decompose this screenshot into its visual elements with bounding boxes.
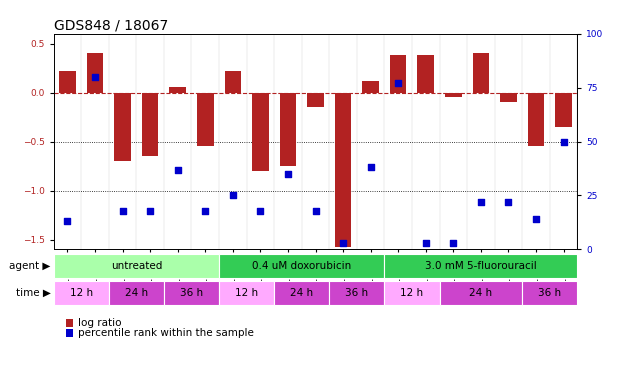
Text: 36 h: 36 h xyxy=(345,288,369,298)
Bar xyxy=(329,281,384,306)
Point xyxy=(393,80,403,86)
Bar xyxy=(280,93,296,166)
Bar xyxy=(390,55,406,93)
Bar xyxy=(274,281,329,306)
Point xyxy=(228,192,238,198)
Text: 3.0 mM 5-fluorouracil: 3.0 mM 5-fluorouracil xyxy=(425,261,537,271)
Point xyxy=(421,240,431,246)
Point xyxy=(256,207,266,213)
Bar xyxy=(197,93,213,147)
Bar xyxy=(445,93,462,98)
Bar xyxy=(522,281,577,306)
Bar xyxy=(142,93,158,156)
Text: 24 h: 24 h xyxy=(290,288,313,298)
Point xyxy=(338,240,348,246)
Point xyxy=(531,216,541,222)
Bar xyxy=(54,281,109,306)
Point xyxy=(504,199,514,205)
Text: agent ▶: agent ▶ xyxy=(9,261,50,271)
Text: 0.4 uM doxorubicin: 0.4 uM doxorubicin xyxy=(252,261,351,271)
Text: percentile rank within the sample: percentile rank within the sample xyxy=(78,328,254,338)
Text: untreated: untreated xyxy=(110,261,162,271)
Text: 24 h: 24 h xyxy=(469,288,492,298)
Point xyxy=(173,166,183,172)
Point xyxy=(448,240,458,246)
Bar xyxy=(219,254,384,278)
Point xyxy=(117,207,127,213)
Bar xyxy=(500,93,517,102)
Point xyxy=(200,207,210,213)
Point xyxy=(283,171,293,177)
Bar xyxy=(225,71,241,93)
Point xyxy=(62,218,73,224)
Point xyxy=(90,74,100,80)
Bar xyxy=(86,53,103,93)
Bar xyxy=(418,55,434,93)
Bar xyxy=(362,81,379,93)
Bar xyxy=(473,53,489,93)
Bar xyxy=(169,87,186,93)
Point xyxy=(145,207,155,213)
Text: time ▶: time ▶ xyxy=(16,288,50,298)
Bar xyxy=(109,281,164,306)
Bar xyxy=(59,71,76,93)
Bar xyxy=(307,93,324,107)
Bar xyxy=(114,93,131,161)
Text: 12 h: 12 h xyxy=(401,288,423,298)
Text: GDS848 / 18067: GDS848 / 18067 xyxy=(54,19,168,33)
Point xyxy=(558,138,569,144)
Bar xyxy=(164,281,219,306)
Text: 24 h: 24 h xyxy=(125,288,148,298)
Text: 36 h: 36 h xyxy=(180,288,203,298)
Point xyxy=(476,199,486,205)
Text: 12 h: 12 h xyxy=(235,288,258,298)
Text: 36 h: 36 h xyxy=(538,288,562,298)
Bar xyxy=(555,93,572,127)
Bar xyxy=(335,93,351,248)
Point xyxy=(365,164,375,170)
Bar xyxy=(252,93,269,171)
Bar xyxy=(384,281,440,306)
Text: 12 h: 12 h xyxy=(69,288,93,298)
Bar xyxy=(54,254,219,278)
Text: log ratio: log ratio xyxy=(78,318,122,328)
Bar xyxy=(384,254,577,278)
Bar xyxy=(440,281,522,306)
Bar xyxy=(219,281,274,306)
Bar xyxy=(528,93,545,147)
Point xyxy=(310,207,321,213)
